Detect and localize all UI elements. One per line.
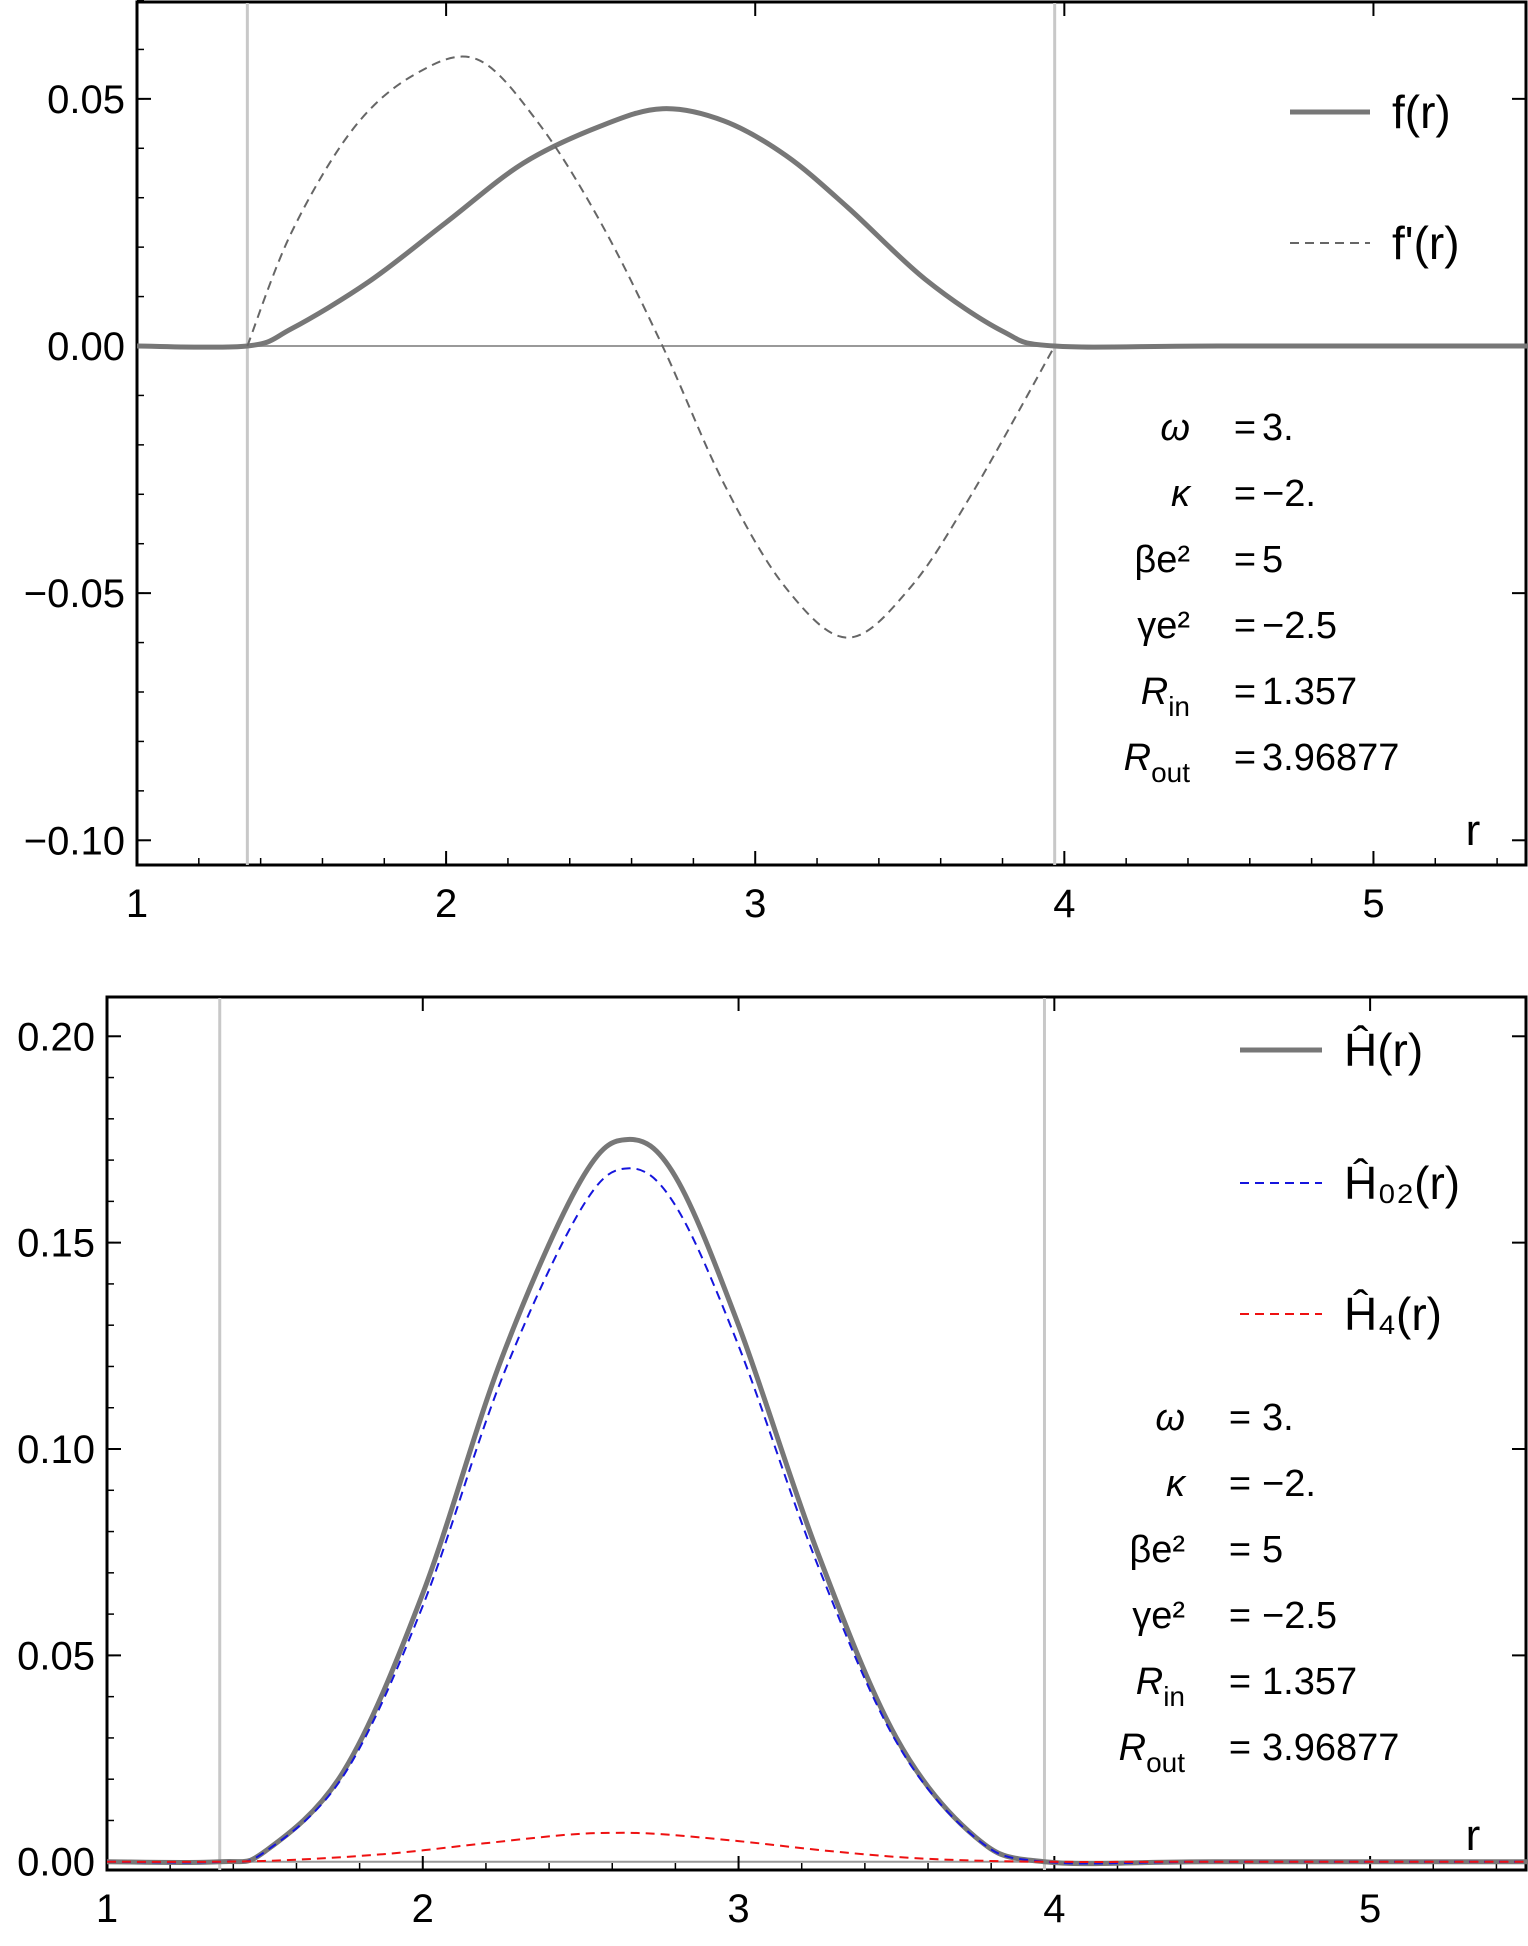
x-tick-label: 1: [126, 882, 148, 926]
y-tick-label: −0.05: [24, 572, 125, 616]
param-equals: =: [1229, 1463, 1251, 1505]
param-equals: =: [1234, 539, 1256, 581]
param-symbol: ω: [1160, 407, 1190, 449]
y-tick-label: 0.00: [17, 1841, 95, 1885]
param-equals: =: [1229, 1661, 1251, 1703]
param-value: −2.: [1262, 1463, 1316, 1505]
y-tick-label: −0.10: [24, 819, 125, 863]
param-symbol: Rin: [1136, 1661, 1185, 1712]
plot-frame: [105, 995, 1528, 1872]
param-value: 3.96877: [1262, 1727, 1399, 1769]
param-value: −2.: [1262, 473, 1316, 515]
param-symbol: γe²: [1137, 605, 1190, 647]
param-equals: =: [1234, 605, 1256, 647]
x-tick-label: 4: [1053, 882, 1075, 926]
y-tick-label: 0.05: [47, 78, 125, 122]
series-line-2: [106, 1831, 1528, 1863]
y-tick-label: 0.15: [17, 1222, 95, 1266]
param-value: −2.5: [1262, 1595, 1337, 1637]
param-value: 1.357: [1262, 671, 1357, 713]
param-symbol: Rin: [1141, 671, 1190, 722]
param-symbol: Rout: [1124, 737, 1191, 788]
legend-label-1: Ĥ₀₂(r): [1344, 1157, 1460, 1209]
x-tick-label: 4: [1043, 1887, 1065, 1931]
panel-bottom-h-chart: 1 2 3 4 5 0.20 0.15 0.10 0.05 0.00 r Ĥ(r) Ĥ₀₂(r) Ĥ₄(r…: [17, 995, 1528, 1931]
x-axis-title: r: [1466, 806, 1481, 855]
x-tick-label: 2: [435, 882, 457, 926]
series-line-0: [136, 106, 1528, 350]
x-axis-title: r: [1466, 1811, 1481, 1860]
param-value: 3.: [1262, 407, 1294, 449]
param-equals: =: [1229, 1397, 1251, 1439]
x-tick-label: 5: [1362, 882, 1384, 926]
param-symbol: βe²: [1134, 539, 1190, 581]
legend-label-0: Ĥ(r): [1344, 1024, 1423, 1076]
x-tick-label: 3: [744, 882, 766, 926]
x-tick-label: 2: [412, 1887, 434, 1931]
param-value: 5: [1262, 539, 1283, 581]
param-symbol: κ: [1166, 1463, 1187, 1505]
param-value: 1.357: [1262, 1661, 1357, 1703]
param-equals: =: [1234, 671, 1256, 713]
param-equals: =: [1229, 1727, 1251, 1769]
legend-label-0: f(r): [1392, 86, 1451, 138]
x-tick-label: 1: [96, 1887, 118, 1931]
legend-label-2: Ĥ₄(r): [1344, 1288, 1442, 1340]
param-value: −2.5: [1262, 605, 1337, 647]
param-equals: =: [1229, 1595, 1251, 1637]
legend-label-1: f'(r): [1392, 217, 1460, 269]
param-equals: =: [1234, 473, 1256, 515]
y-tick-label: 0.05: [17, 1634, 95, 1678]
y-tick-label: 0.20: [17, 1015, 95, 1059]
param-value: 3.: [1262, 1397, 1294, 1439]
param-value: 3.96877: [1262, 737, 1399, 779]
y-tick-label: 0.10: [17, 1428, 95, 1472]
plot-frame: [135, 0, 1528, 867]
param-equals: =: [1234, 407, 1256, 449]
param-symbol: βe²: [1129, 1529, 1185, 1571]
param-symbol: κ: [1171, 473, 1192, 515]
param-equals: =: [1229, 1529, 1251, 1571]
param-equals: =: [1234, 737, 1256, 779]
y-tick-label: 0.00: [47, 325, 125, 369]
x-tick-label: 5: [1359, 1887, 1381, 1931]
series-line-1: [246, 55, 1056, 639]
param-symbol: Rout: [1119, 1727, 1186, 1778]
param-symbol: ω: [1155, 1397, 1185, 1439]
param-symbol: γe²: [1132, 1595, 1185, 1637]
x-tick-label: 3: [727, 1887, 749, 1931]
panel-top-f-chart: 1 2 3 4 50.050.00−0.05−0.10 rf(r)f'(r)ω = 3.κ = −…: [24, 0, 1528, 926]
param-value: 5: [1262, 1529, 1283, 1571]
